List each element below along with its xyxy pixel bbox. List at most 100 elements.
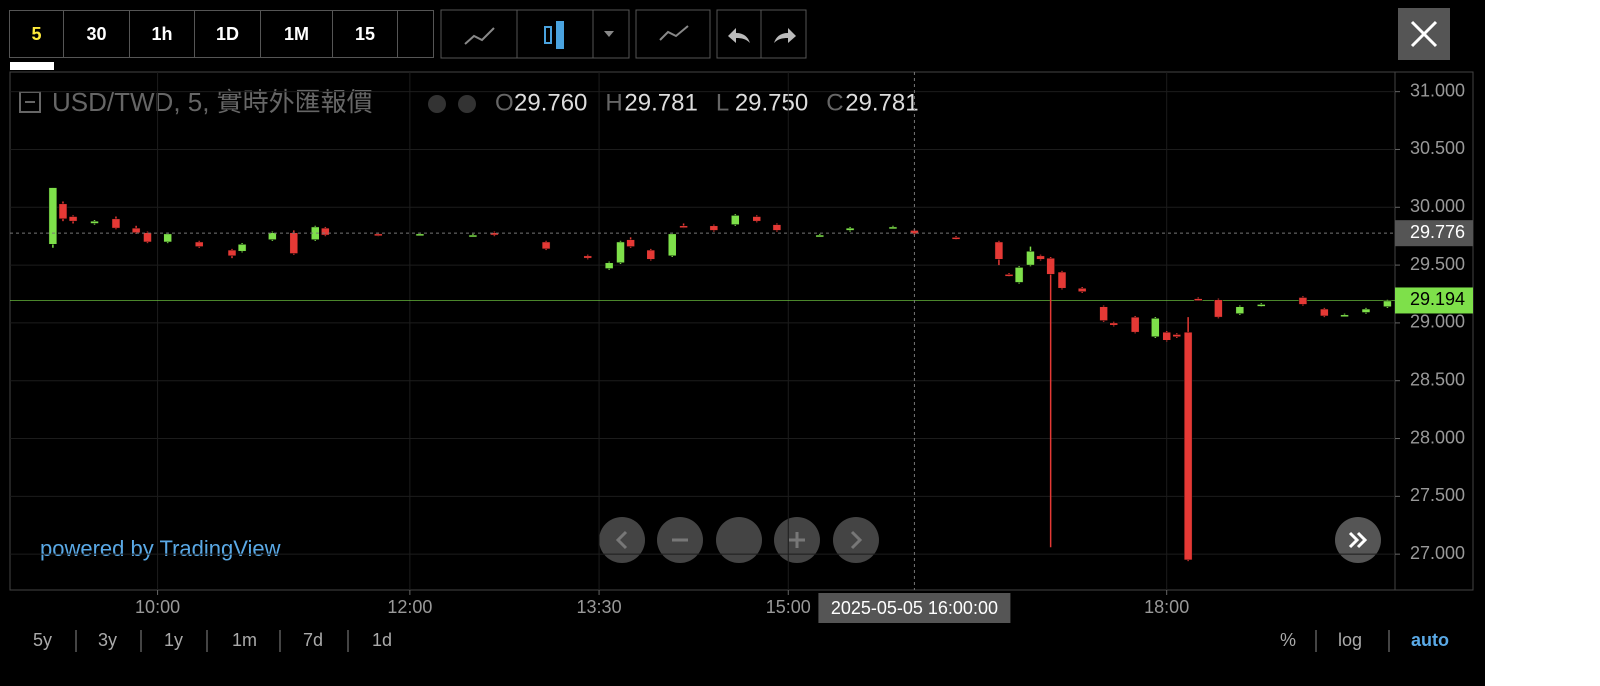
- candle-body: [58, 203, 68, 220]
- candle-body: [541, 241, 551, 250]
- candle-body: [845, 227, 855, 231]
- last-price-box: [1395, 287, 1473, 314]
- scale-option[interactable]: %: [1280, 630, 1297, 650]
- candle-body: [1162, 331, 1171, 341]
- candle-body: [994, 241, 1004, 260]
- scale-option[interactable]: log: [1338, 630, 1363, 650]
- range-button[interactable]: 5y: [33, 630, 53, 650]
- candle-body: [1257, 304, 1266, 307]
- y-tick-label: 28.000: [1410, 427, 1465, 447]
- range-button[interactable]: 1y: [164, 630, 184, 650]
- candle-body: [1004, 274, 1014, 277]
- y-tick-label: 29.000: [1410, 312, 1465, 332]
- y-tick-label: 29.500: [1410, 254, 1465, 274]
- y-tick-label: 27.500: [1410, 485, 1465, 505]
- candle-body: [1172, 334, 1182, 338]
- candle-body: [48, 187, 58, 245]
- candle-body: [468, 234, 478, 238]
- candle-body: [143, 232, 152, 243]
- candle-body: [709, 225, 719, 231]
- ohlc-key: H: [605, 89, 622, 116]
- candle-body: [163, 233, 172, 243]
- candle-body: [646, 249, 656, 260]
- interval-button[interactable]: 1h: [129, 10, 195, 58]
- ohlc-value: 29.781: [845, 89, 918, 116]
- y-tick-label: 30.500: [1410, 138, 1465, 158]
- x-tick-label: 12:00: [387, 597, 432, 617]
- candle-body: [1361, 308, 1371, 313]
- ohlc-value: 29.750: [735, 89, 808, 116]
- candle-body: [1298, 297, 1308, 305]
- candle-body: [1014, 267, 1024, 283]
- range-button[interactable]: 1d: [372, 630, 393, 650]
- candle-body: [1077, 287, 1087, 292]
- y-tick-label: 31.000: [1410, 80, 1465, 100]
- interval-button[interactable]: 1D: [194, 10, 261, 58]
- ohlc-key: C: [826, 89, 843, 116]
- y-tick-label: 28.500: [1410, 369, 1465, 389]
- candle-body: [268, 232, 277, 240]
- last-price-label: 29.194: [1410, 289, 1465, 309]
- ohlc-value: 29.781: [624, 89, 697, 116]
- candle-body: [237, 244, 247, 252]
- candle-body: [227, 249, 237, 257]
- candle-body: [374, 233, 383, 237]
- crosshair-y-label: 29.776: [1410, 222, 1465, 242]
- x-tick-label: 10:00: [135, 597, 180, 617]
- candle-body: [888, 226, 898, 230]
- range-button[interactable]: 1m: [232, 630, 258, 650]
- candle-body: [616, 241, 625, 264]
- candle-body: [1214, 299, 1223, 318]
- range-button[interactable]: 7d: [303, 630, 324, 650]
- x-tick-label: 13:30: [577, 597, 622, 617]
- candle-body: [1320, 308, 1329, 317]
- candle-body: [1151, 318, 1160, 338]
- scale-option[interactable]: auto: [1411, 630, 1449, 650]
- crosshair-x-label: 2025-05-05 16:00:00: [831, 598, 998, 618]
- candle-body: [490, 232, 499, 236]
- interval-button[interactable]: 30: [63, 10, 130, 58]
- candle-body: [111, 218, 121, 229]
- candle-body: [604, 262, 614, 269]
- interval-button[interactable]: 15: [332, 10, 398, 58]
- candle-body: [1383, 300, 1392, 307]
- candle-body: [752, 216, 761, 222]
- candle-body: [1235, 306, 1245, 314]
- candle-body: [772, 224, 782, 231]
- candle-body: [194, 241, 204, 247]
- candle-body: [731, 215, 740, 225]
- x-tick-label: 18:00: [1144, 597, 1189, 617]
- chart: USD/TWD, 5, 實時外匯報價 powered by TradingVie…: [9, 8, 1474, 652]
- trading-panel: USD/TWD, 5, 實時外匯報價 powered by TradingVie…: [0, 0, 1485, 686]
- candle-body: [1109, 322, 1118, 326]
- candle-body: [68, 216, 78, 222]
- interval-button[interactable]: 5: [9, 10, 64, 58]
- ohlc-value: 29.760: [514, 89, 587, 116]
- y-tick-label: 30.000: [1410, 196, 1465, 216]
- candle-body: [679, 225, 688, 229]
- candle-body: [131, 227, 141, 233]
- watermark: powered by TradingView: [40, 536, 281, 561]
- candle-body: [1099, 306, 1108, 321]
- candle-body: [583, 255, 592, 259]
- candle-body: [1036, 255, 1045, 260]
- candle-body: [815, 234, 825, 238]
- candle-body: [289, 232, 299, 254]
- candle-body: [90, 220, 99, 224]
- crosshair-y-box: [1395, 220, 1473, 247]
- candle-body: [1026, 250, 1035, 266]
- candle-body: [626, 239, 635, 247]
- y-tick-label: 27.000: [1410, 543, 1465, 563]
- candle-body: [321, 227, 330, 236]
- ohlc-key: L: [716, 89, 729, 116]
- candle-body: [1130, 316, 1140, 333]
- range-button[interactable]: 3y: [98, 630, 118, 650]
- toolbar-icons: [9, 8, 1474, 591]
- candle-body: [667, 233, 677, 257]
- interval-dropdown[interactable]: [397, 10, 434, 58]
- interval-button[interactable]: 1M: [260, 10, 333, 58]
- candle-body: [415, 233, 425, 237]
- crosshair-x-box: [818, 593, 1011, 623]
- ohlc-key: O: [495, 89, 514, 116]
- candle-body: [1340, 314, 1349, 318]
